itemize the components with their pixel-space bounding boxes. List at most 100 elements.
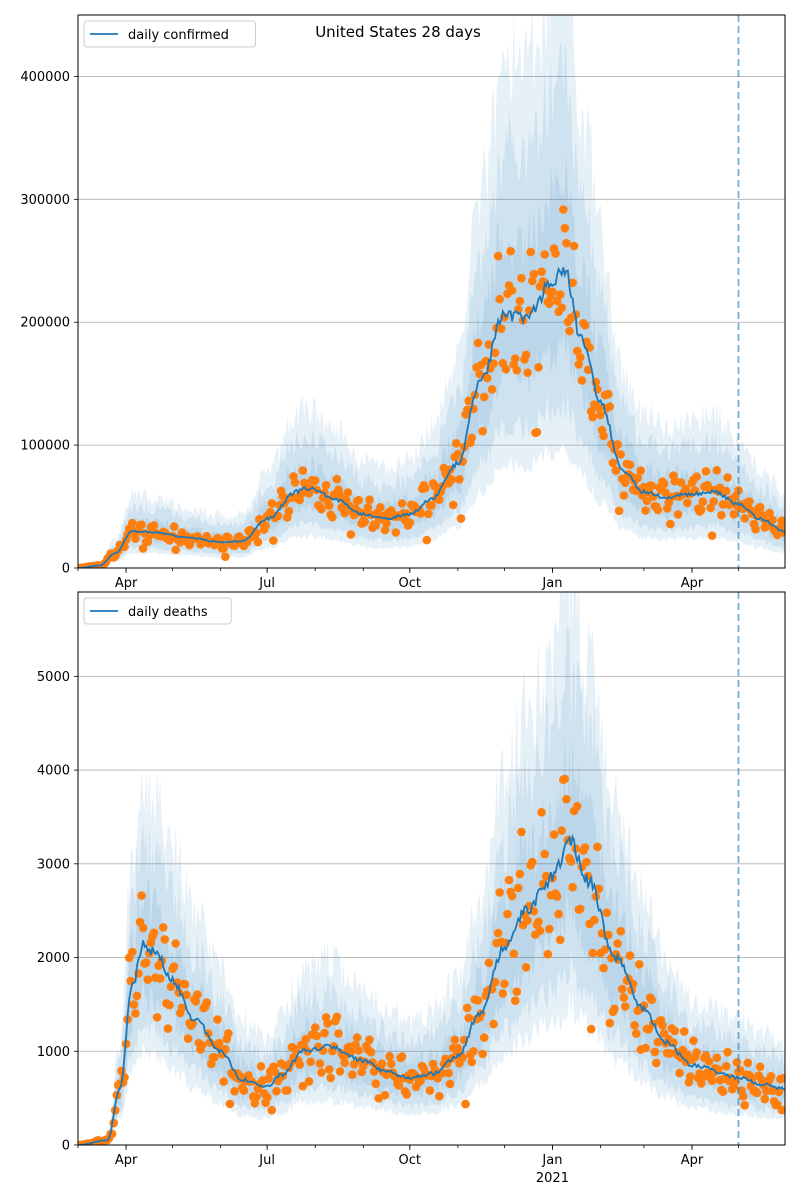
data-point xyxy=(323,1019,332,1028)
data-point xyxy=(580,843,590,852)
data-point xyxy=(752,1088,762,1098)
data-point xyxy=(455,475,464,484)
data-point xyxy=(479,1033,489,1042)
y-tick-label: 2000 xyxy=(37,951,70,966)
data-point xyxy=(149,521,159,530)
data-point xyxy=(604,389,613,399)
data-point xyxy=(540,250,549,259)
data-point xyxy=(590,915,599,925)
data-point xyxy=(256,1062,266,1071)
data-point xyxy=(270,1067,280,1077)
data-point xyxy=(435,1091,444,1101)
legend-label: daily confirmed xyxy=(128,28,229,43)
data-point xyxy=(366,1048,376,1057)
data-point xyxy=(219,1077,228,1086)
y-tick-label: 3000 xyxy=(37,857,70,872)
data-point xyxy=(712,1053,722,1062)
data-point xyxy=(306,1057,315,1067)
data-point xyxy=(425,1086,435,1095)
data-point xyxy=(489,1019,498,1029)
data-point xyxy=(500,979,509,989)
data-point xyxy=(613,939,622,948)
data-point xyxy=(202,998,211,1007)
data-point xyxy=(469,1047,478,1056)
data-point xyxy=(510,354,520,363)
data-point xyxy=(653,1037,663,1047)
data-point xyxy=(777,1105,785,1115)
data-point xyxy=(630,1021,639,1030)
data-point xyxy=(621,1002,630,1011)
data-point xyxy=(416,1076,425,1085)
data-point xyxy=(365,1035,374,1044)
data-point xyxy=(427,501,436,510)
data-point xyxy=(658,1021,667,1030)
data-point xyxy=(743,1058,753,1068)
plot-frame xyxy=(77,591,786,1146)
data-point xyxy=(560,774,570,784)
data-point xyxy=(707,531,717,540)
data-point xyxy=(324,501,334,510)
data-point xyxy=(267,499,277,508)
data-point xyxy=(435,495,444,505)
data-point xyxy=(559,205,568,214)
data-point xyxy=(731,1077,740,1086)
data-point xyxy=(751,524,760,534)
data-point xyxy=(225,1099,235,1109)
data-point xyxy=(673,510,683,519)
data-point xyxy=(182,990,191,1000)
data-point xyxy=(528,276,537,286)
data-point xyxy=(501,364,511,374)
y-tick-label: 100000 xyxy=(20,439,70,454)
data-point xyxy=(402,1090,412,1099)
data-point xyxy=(625,460,635,470)
series-line xyxy=(78,266,785,568)
data-point xyxy=(534,363,543,372)
data-point xyxy=(315,1059,325,1068)
data-point xyxy=(698,497,708,507)
data-point xyxy=(160,935,170,944)
data-point xyxy=(137,891,146,900)
data-point xyxy=(221,552,230,561)
data-point xyxy=(478,426,488,436)
data-point xyxy=(340,1058,350,1068)
data-point xyxy=(692,1048,701,1057)
data-point xyxy=(704,1057,714,1066)
data-point xyxy=(745,497,754,506)
data-point xyxy=(580,320,590,330)
data-point xyxy=(721,1062,731,1071)
data-point xyxy=(126,976,135,986)
data-point xyxy=(686,1072,695,1081)
data-point xyxy=(152,1013,162,1022)
data-point xyxy=(641,506,650,515)
y-tick-label: 400000 xyxy=(20,70,70,85)
data-point xyxy=(512,366,522,375)
data-point xyxy=(382,518,391,528)
data-point xyxy=(128,518,137,528)
data-point xyxy=(448,500,458,510)
data-point xyxy=(349,1060,359,1069)
data-point xyxy=(652,1058,661,1068)
data-point xyxy=(487,385,497,394)
data-point xyxy=(498,989,508,998)
data-point xyxy=(619,491,629,500)
data-point xyxy=(352,1033,362,1042)
data-point xyxy=(495,888,505,897)
x-tick-label: Apr xyxy=(115,576,138,591)
x-tick-label: Oct xyxy=(399,576,421,591)
data-point xyxy=(424,509,433,519)
data-point xyxy=(523,368,532,378)
data-point xyxy=(599,431,608,441)
data-point xyxy=(701,467,711,476)
data-point xyxy=(253,537,263,547)
x-tick-label: Jan xyxy=(541,576,562,591)
data-point xyxy=(576,353,585,362)
data-point xyxy=(670,1026,680,1036)
y-tick-label: 0 xyxy=(62,562,70,577)
data-point xyxy=(661,488,670,498)
data-point xyxy=(605,402,615,411)
data-point xyxy=(568,882,577,892)
confidence-band xyxy=(78,15,785,568)
data-point xyxy=(354,1046,363,1055)
data-point xyxy=(599,963,608,973)
data-point xyxy=(613,440,622,449)
